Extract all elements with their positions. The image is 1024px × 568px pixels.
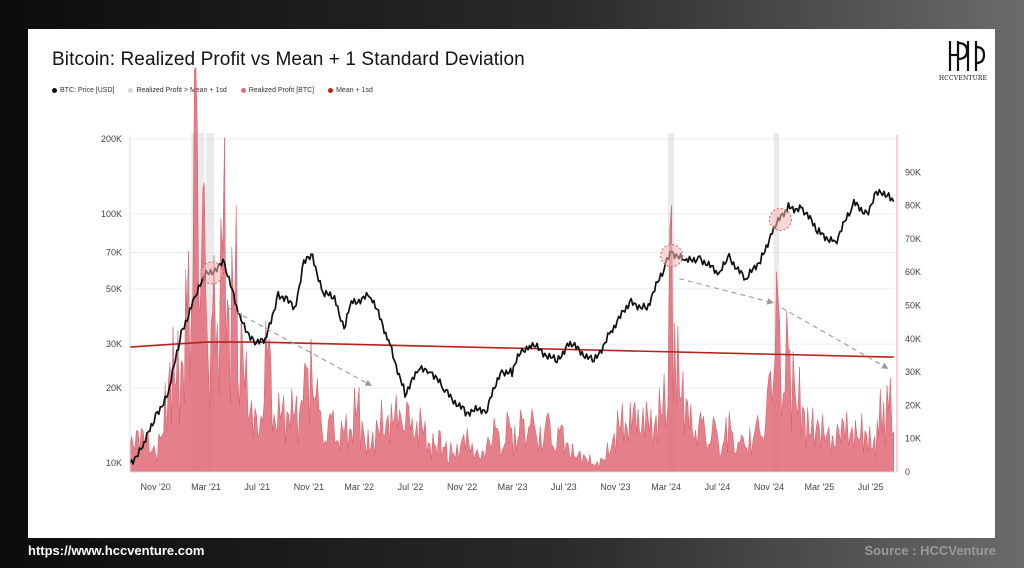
y-right-tick-label: 20K — [905, 400, 921, 410]
x-tick-label: Mar '21 — [191, 482, 221, 492]
trend-arrow — [679, 278, 774, 305]
y-left-tick-label: 30K — [106, 339, 122, 349]
chart-title: Bitcoin: Realized Profit vs Mean + 1 Sta… — [52, 49, 525, 70]
y-right-tick-label: 90K — [905, 167, 921, 177]
legend-label-price: BTC: Price [USD] — [60, 87, 115, 94]
legend-label-mean-1sd: Mean + 1sd — [336, 87, 373, 94]
x-tick-label: Mar '23 — [498, 482, 528, 492]
y-right-tick-label: 30K — [905, 367, 921, 377]
x-tick-label: Nov '22 — [447, 482, 477, 492]
x-tick-label: Mar '22 — [344, 482, 374, 492]
x-tick-label: Jul '22 — [398, 482, 424, 492]
mean-1sd-path — [129, 341, 894, 358]
legend-item-mean-1sd[interactable]: Mean + 1sd — [328, 87, 373, 94]
legend-dot-realized-profit — [240, 88, 246, 93]
realized-profit-area-path — [129, 67, 894, 473]
legend-dot-price — [52, 88, 57, 93]
highlight-band — [205, 133, 214, 472]
x-tick-label: Nov '21 — [294, 482, 324, 492]
y-right-tick-label: 60K — [905, 267, 921, 277]
peak-circle — [660, 244, 684, 268]
legend-item-realized-profit[interactable]: Realized Profit [BTC] — [240, 87, 315, 94]
legend-item-profit-above[interactable]: Realized Profit > Mean + 1sd — [128, 87, 227, 94]
axes: 10K 20K 30K 50K 70K 100K 200K 0 10K 20K 30K 40K 50K 6… — [101, 134, 921, 492]
y-right-tick-label: 80K — [905, 201, 921, 211]
x-tick-label: Nov '24 — [754, 482, 784, 492]
footer-url-link[interactable]: https://www.hccventure.com — [28, 543, 205, 558]
x-tick-label: Jul '24 — [705, 482, 731, 492]
x-tick-label: Mar '24 — [651, 482, 681, 492]
x-tick-label: Nov '20 — [140, 482, 170, 492]
x-tick-label: Mar '25 — [805, 482, 835, 492]
y-right-tick-label: 50K — [905, 301, 921, 311]
y-left-tick-label: 10K — [106, 458, 122, 468]
hcc-monogram-icon — [948, 41, 986, 71]
y-right-tick-label: 40K — [905, 334, 921, 344]
y-right-tick-label: 70K — [905, 234, 921, 244]
btc-price-path — [129, 188, 895, 465]
btc-price-line — [129, 188, 895, 465]
y-left-tick-label: 50K — [106, 284, 122, 294]
chart-legend: BTC: Price [USD] Realized Profit > Mean … — [52, 87, 373, 94]
annotations — [200, 208, 889, 386]
trend-arrow — [218, 302, 372, 386]
y-left-tick-label: 70K — [106, 248, 122, 258]
legend-dot-mean-1sd — [328, 88, 334, 93]
x-tick-label: Nov '23 — [600, 482, 630, 492]
y-left-tick-label: 100K — [101, 209, 122, 219]
trend-arrow — [781, 307, 889, 369]
y-right-tick-label: 10K — [905, 434, 921, 444]
y-left-tick-label: 20K — [106, 383, 122, 393]
legend-label-realized-profit: Realized Profit [BTC] — [248, 87, 315, 94]
footer-source: Source : HCCVenture — [864, 543, 996, 558]
peak-circle — [200, 261, 224, 285]
chart-canvas: 10K 20K 30K 50K 70K 100K 200K 0 10K 20K 30K 40K 50K 6… — [101, 67, 921, 492]
legend-item-price[interactable]: BTC: Price [USD] — [52, 87, 114, 94]
y-left-tick-label: 200K — [101, 134, 122, 144]
x-tick-label: Jul '21 — [244, 482, 270, 492]
y-right-tick-label: 0 — [905, 467, 910, 477]
legend-dot-profit-above — [128, 88, 134, 93]
hcc-logo: HCCVENTURE — [937, 37, 989, 85]
x-tick-label: Jul '23 — [551, 482, 577, 492]
chart-card: Bitcoin: Realized Profit vs Mean + 1 Sta… — [28, 29, 995, 538]
mean-1sd-line — [129, 341, 894, 358]
realized-profit-area — [129, 67, 894, 473]
x-tick-label: Jul '25 — [858, 482, 884, 492]
logo-text: HCCVENTURE — [938, 75, 988, 82]
peak-circle — [768, 208, 792, 232]
legend-label-profit-above: Realized Profit > Mean + 1sd — [136, 87, 227, 94]
